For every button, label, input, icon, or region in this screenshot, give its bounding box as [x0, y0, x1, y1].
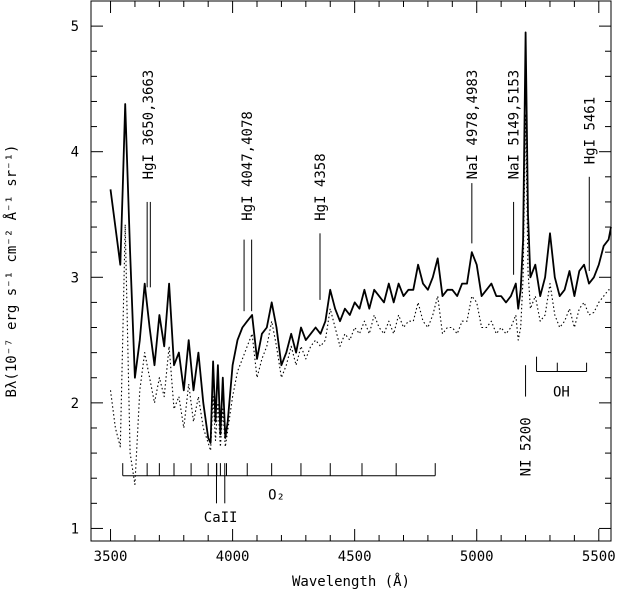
x-tick-label: 3500: [94, 549, 128, 565]
series-dotted-line: [109, 113, 611, 486]
oh-label: OH: [553, 385, 570, 401]
annotation-label: HgI 4358: [313, 153, 329, 220]
annotations: HgI 3650,3663 HgI 4047,4078 HgI 4358 NaI 49…: [122, 70, 598, 526]
axes: 3500 4000 4500 5000 5500 1 2 3 4 5: [71, 1, 616, 565]
series-layer: [109, 31, 612, 486]
y-tick-label: 4: [71, 145, 79, 161]
ni-label: NI 5200: [519, 417, 535, 476]
series-solid-line: [109, 31, 612, 444]
plot-frame: [90, 0, 612, 542]
annotation-label: NaI 4978,4983: [465, 70, 481, 180]
annotation-label: HgI 4047,4078: [240, 111, 256, 221]
y-tick-label: 2: [71, 396, 79, 412]
x-tick-label: 4500: [338, 549, 372, 565]
y-tick-label: 1: [71, 521, 79, 537]
annotation-label: HgI 3650,3663: [141, 70, 157, 180]
x-tick-label: 5500: [582, 549, 616, 565]
x-tick-label: 5000: [460, 549, 494, 565]
y-axis-label: Bλ(10⁻⁷ erg s⁻¹ cm⁻² Å⁻¹ sr⁻¹): [3, 145, 20, 398]
x-tick-label: 4000: [216, 549, 250, 565]
o2-label: O₂: [268, 488, 285, 504]
annotation-label: NaI 5149,5153: [507, 70, 523, 180]
x-axis-label: Wavelength (Å): [292, 573, 410, 590]
caii-label: CaII: [204, 510, 238, 526]
y-tick-label: 5: [71, 19, 79, 35]
annotation-label: HgI 5461: [582, 97, 598, 164]
y-tick-label: 3: [71, 270, 79, 286]
